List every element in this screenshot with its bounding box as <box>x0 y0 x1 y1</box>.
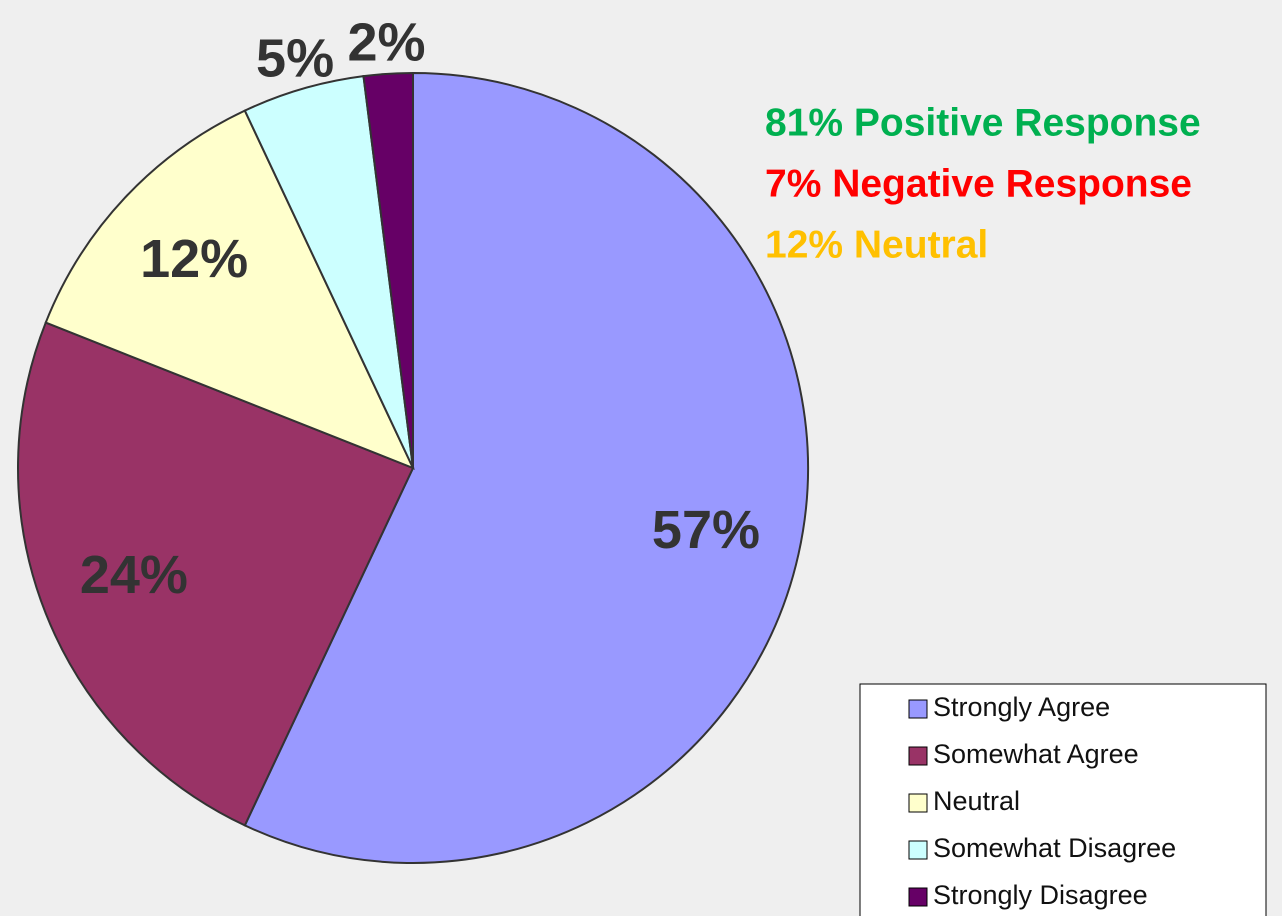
legend-swatch <box>908 793 928 813</box>
data-label: 2% <box>347 12 425 72</box>
data-label: 57% <box>652 500 760 560</box>
annotation: 12% Neutral <box>765 223 988 266</box>
legend-swatch <box>908 699 928 719</box>
pie-slice <box>44 109 415 470</box>
legend-box <box>859 683 1267 916</box>
legend-label: Neutral <box>933 786 1020 816</box>
data-label: 24% <box>80 545 188 605</box>
data-label: 12% <box>140 229 248 289</box>
pie-slice <box>243 71 809 864</box>
legend-label: Strongly Disagree <box>933 880 1148 910</box>
pie-slice <box>17 321 415 827</box>
legend-swatch <box>908 887 928 907</box>
legend-swatch <box>908 746 928 766</box>
legend-label: Strongly Agree <box>933 692 1110 722</box>
pie-slice <box>362 71 414 469</box>
legend-swatch <box>908 840 928 860</box>
annotation: 81% Positive Response <box>765 101 1201 144</box>
annotation: 7% Negative Response <box>765 162 1192 205</box>
legend-label: Somewhat Disagree <box>933 833 1176 863</box>
legend-label: Somewhat Agree <box>933 739 1139 769</box>
data-label: 5% <box>256 28 334 88</box>
